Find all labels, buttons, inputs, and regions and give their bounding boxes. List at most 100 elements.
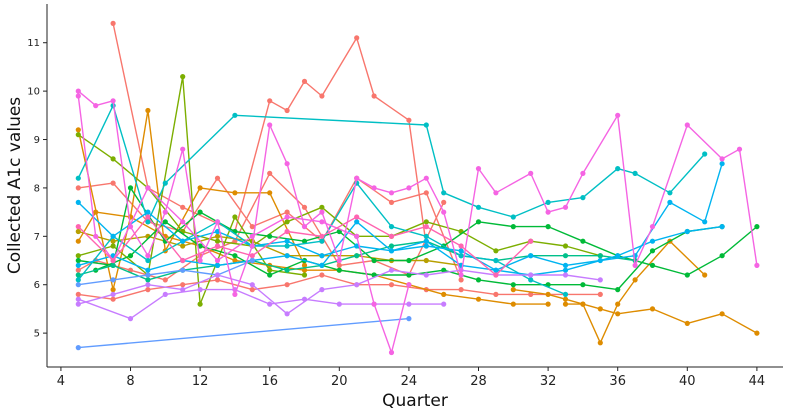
- data-point: [719, 224, 725, 230]
- data-point: [110, 257, 116, 264]
- data-point: [719, 253, 725, 259]
- data-point: [684, 228, 690, 235]
- data-point: [180, 219, 186, 225]
- series-line: [77, 216, 532, 276]
- data-point: [232, 253, 238, 259]
- data-point: [336, 257, 342, 264]
- x-tick-label: 16: [261, 374, 278, 389]
- data-point: [441, 199, 447, 205]
- data-point: [301, 238, 308, 244]
- data-point: [232, 291, 238, 297]
- x-axis-title: Quarter: [382, 391, 448, 411]
- data-point: [301, 262, 308, 268]
- data-point: [267, 98, 273, 104]
- data-point: [180, 282, 186, 288]
- data-point: [354, 175, 360, 181]
- data-point: [162, 209, 168, 215]
- data-point: [197, 209, 203, 215]
- data-point: [162, 277, 168, 283]
- x-tick-label: 4: [57, 374, 65, 389]
- data-point: [423, 190, 429, 196]
- data-point: [75, 238, 81, 244]
- series-line: [77, 163, 723, 271]
- data-point: [145, 253, 151, 259]
- data-point: [110, 180, 116, 186]
- data-point: [632, 170, 638, 176]
- data-point: [423, 224, 429, 230]
- data-point: [719, 161, 725, 167]
- data-point: [301, 272, 308, 278]
- data-point: [214, 262, 221, 268]
- data-point: [615, 287, 621, 293]
- data-point: [562, 243, 569, 249]
- data-point: [110, 296, 116, 302]
- data-point: [145, 282, 151, 288]
- series-1: [110, 20, 429, 249]
- data-point: [319, 287, 325, 293]
- x-tick-label: 32: [540, 374, 557, 389]
- data-point: [580, 195, 586, 201]
- data-point: [528, 277, 534, 283]
- data-point: [458, 248, 464, 254]
- data-point: [75, 185, 81, 191]
- data-point: [354, 253, 360, 259]
- data-point: [110, 291, 116, 297]
- data-point: [562, 296, 569, 302]
- data-point: [406, 301, 412, 307]
- data-point: [562, 301, 569, 307]
- data-point: [388, 190, 395, 196]
- data-point: [284, 243, 290, 249]
- data-point: [267, 233, 273, 239]
- data-point: [145, 107, 151, 114]
- series-line: [78, 317, 409, 349]
- data-point: [197, 185, 203, 191]
- data-point: [214, 219, 221, 225]
- data-point: [684, 320, 690, 326]
- data-point: [406, 282, 412, 288]
- series-line: [565, 303, 758, 334]
- series-15: [75, 103, 708, 225]
- data-point: [388, 243, 395, 249]
- data-point: [388, 349, 395, 356]
- data-point: [180, 146, 186, 152]
- data-point: [301, 267, 308, 273]
- series-12: [75, 185, 760, 278]
- data-point: [510, 214, 516, 220]
- data-point: [458, 272, 464, 278]
- data-point: [284, 209, 290, 215]
- data-point: [284, 219, 290, 225]
- data-point: [371, 257, 377, 264]
- data-point: [75, 88, 81, 94]
- data-point: [284, 267, 290, 273]
- data-point: [562, 272, 569, 278]
- data-point: [249, 282, 255, 288]
- data-point: [197, 287, 203, 293]
- data-point: [249, 253, 255, 259]
- data-point: [319, 262, 325, 268]
- data-point: [214, 243, 221, 249]
- data-point: [284, 214, 290, 220]
- data-point: [388, 248, 395, 254]
- data-point: [75, 296, 81, 302]
- data-point: [75, 224, 81, 230]
- data-point: [562, 204, 569, 210]
- y-tick-label: 10: [27, 87, 40, 98]
- data-point: [232, 190, 238, 196]
- data-point: [267, 267, 273, 273]
- data-point: [180, 257, 186, 264]
- data-point: [475, 296, 482, 302]
- data-point: [180, 204, 186, 210]
- data-point: [284, 238, 290, 244]
- data-point: [162, 291, 168, 297]
- series-layer: [75, 20, 760, 356]
- y-tick-label: 7: [34, 232, 40, 243]
- data-point: [597, 291, 603, 297]
- data-point: [301, 224, 308, 230]
- data-point: [110, 98, 116, 104]
- data-point: [75, 291, 81, 297]
- data-point: [597, 277, 603, 283]
- data-point: [493, 272, 499, 278]
- series-line: [78, 75, 305, 305]
- data-point: [580, 238, 586, 244]
- data-point: [354, 219, 360, 225]
